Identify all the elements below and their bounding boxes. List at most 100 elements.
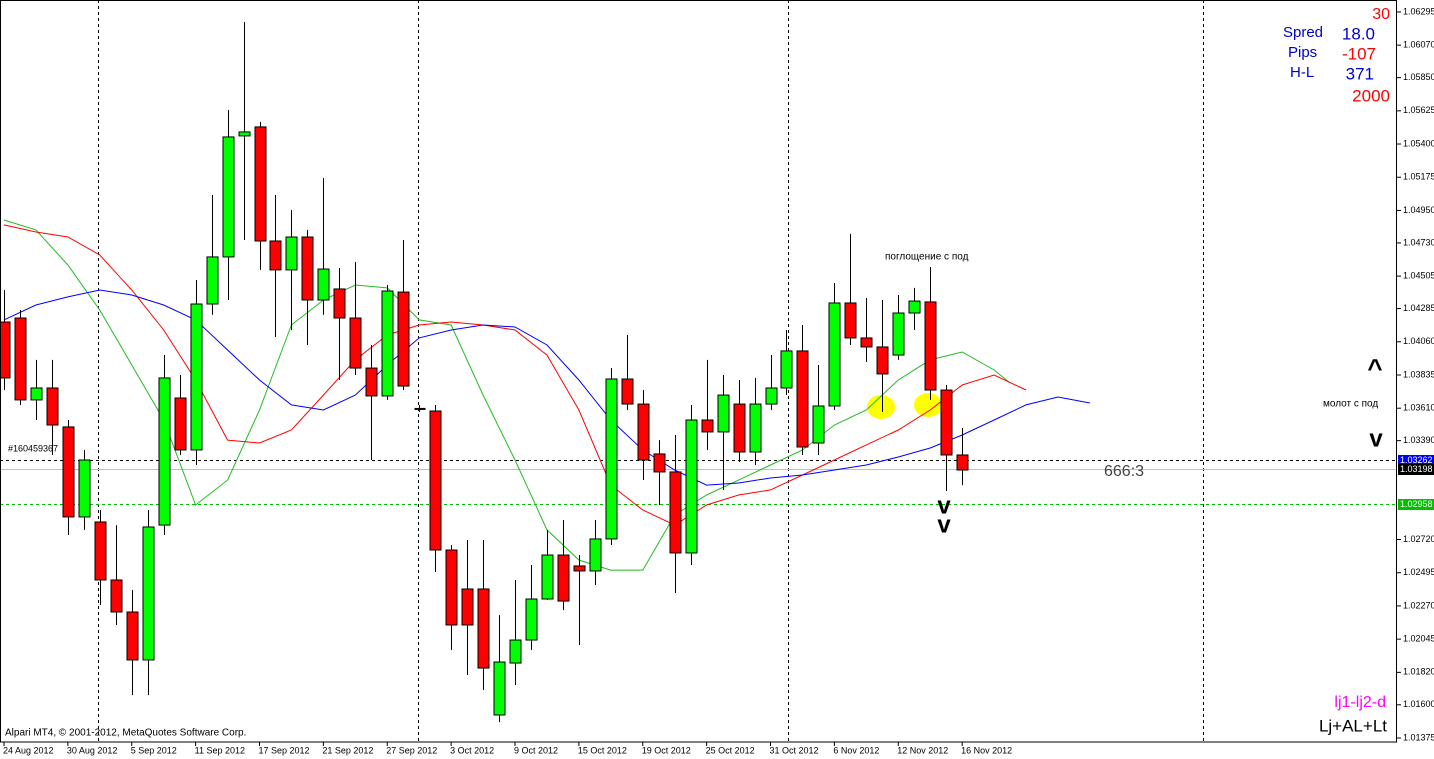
annotation: поглощение с под	[885, 252, 969, 263]
candle-body	[892, 312, 905, 356]
candle-body	[0, 321, 11, 379]
candle-body	[541, 554, 554, 600]
y-tick-label: 1.05850	[1403, 72, 1434, 82]
x-tick-label: 9 Oct 2012	[514, 745, 558, 755]
x-tick-label: 30 Aug 2012	[67, 745, 118, 755]
candle-body	[493, 661, 506, 716]
y-tick-label: 1.06295	[1403, 6, 1434, 16]
y-tick-label: 1.03390	[1403, 435, 1434, 445]
candle-body	[637, 403, 650, 461]
copyright: Alpari MT4, © 2001-2012, MetaQuotes Soft…	[5, 728, 246, 739]
price-level-label: 1.03262	[1400, 455, 1433, 465]
info-value: -107	[1342, 44, 1376, 63]
x-tick-label: 21 Sep 2012	[322, 745, 373, 755]
candle-body	[669, 471, 682, 554]
candle-body	[685, 419, 698, 554]
x-tick-label: 5 Sep 2012	[131, 745, 177, 755]
candle-body	[365, 367, 378, 397]
y-tick-label: 1.02720	[1403, 534, 1434, 544]
candle-body	[717, 394, 730, 433]
y-tick-label: 1.01375	[1403, 732, 1434, 742]
y-tick-label: 1.05175	[1403, 172, 1434, 182]
candle-body	[94, 521, 107, 581]
axes: 1.06295 1.06070 1.05850 1.05625 1.05400 1.051…	[3, 6, 1434, 755]
candle-body	[844, 302, 857, 339]
candle-body	[557, 554, 570, 602]
candle-body	[653, 453, 666, 473]
highlight	[914, 393, 942, 417]
candle-body	[142, 526, 155, 661]
candle-body	[765, 387, 778, 405]
candle-body	[956, 454, 969, 471]
candle-body	[477, 588, 490, 669]
info-value: 30	[1372, 6, 1390, 23]
candle-body	[222, 136, 235, 258]
y-tick-label: 1.06070	[1403, 40, 1434, 50]
x-tick-label: 25 Oct 2012	[706, 745, 755, 755]
candle-body	[733, 403, 746, 453]
candle-body	[269, 240, 282, 271]
candle-body	[621, 378, 634, 405]
candle-body	[429, 410, 442, 551]
candle-body	[285, 236, 298, 271]
candle-body	[301, 236, 314, 301]
candle-body	[605, 378, 618, 540]
price-level-box	[1398, 464, 1434, 475]
candle-body	[317, 268, 330, 301]
candle-body	[701, 419, 714, 433]
arrow-marker: v	[937, 511, 951, 538]
candle-body	[509, 639, 522, 664]
arrow-marker: v	[1369, 425, 1383, 452]
candle-body	[14, 317, 27, 401]
info-value: 371	[1346, 64, 1374, 83]
x-tick-label: 15 Oct 2012	[578, 745, 627, 755]
candle-body	[381, 290, 394, 397]
order-label: #160459367	[8, 443, 58, 453]
moving-average	[3, 224, 1027, 526]
info-label: Pips	[1288, 44, 1317, 61]
plot-border	[0, 0, 1397, 743]
candle-body	[860, 337, 873, 348]
info-value: 18.0	[1342, 24, 1375, 43]
candle-body	[254, 126, 267, 242]
y-tick-label: 1.03835	[1403, 369, 1434, 379]
candle-body	[589, 538, 602, 572]
x-tick-label: 27 Sep 2012	[386, 745, 437, 755]
moving-average	[3, 289, 1090, 486]
y-tick-label: 1.04060	[1403, 336, 1434, 346]
x-tick-label: 24 Aug 2012	[3, 745, 54, 755]
x-tick-label: 12 Nov 2012	[897, 745, 948, 755]
y-tick-label: 1.05400	[1403, 138, 1434, 148]
candle-body	[461, 588, 474, 626]
candle-body	[445, 549, 458, 626]
candle-body	[46, 387, 59, 426]
candle-body	[749, 403, 762, 453]
x-tick-label: 17 Sep 2012	[259, 745, 310, 755]
candle-body	[190, 303, 203, 451]
candle-body	[812, 405, 825, 444]
y-tick-label: 1.04730	[1403, 237, 1434, 247]
candle-body	[126, 611, 139, 661]
candle-body	[828, 302, 841, 407]
info-label: H-L	[1290, 64, 1314, 81]
x-tick-label: 11 Sep 2012	[195, 745, 245, 755]
candle-body	[780, 350, 793, 389]
arrow-marker: v	[937, 492, 951, 519]
price-level-label: 1.02958	[1400, 499, 1433, 509]
legend-text: Lj+AL+Lt	[1319, 716, 1387, 735]
y-tick-label: 1.01600	[1403, 699, 1434, 709]
legend-text: lj1-lj2-d	[1334, 694, 1386, 711]
info-label: Spred	[1283, 24, 1323, 41]
candle-body	[349, 317, 362, 369]
candle-body	[525, 598, 538, 641]
candle-body	[796, 350, 809, 448]
candle-body	[206, 256, 219, 305]
y-tick-label: 1.04285	[1403, 303, 1434, 313]
y-tick-label: 1.02495	[1403, 567, 1434, 577]
candle-body	[110, 579, 123, 613]
highlight	[867, 395, 895, 419]
candle-body	[158, 377, 171, 526]
separators	[98, 0, 1204, 742]
